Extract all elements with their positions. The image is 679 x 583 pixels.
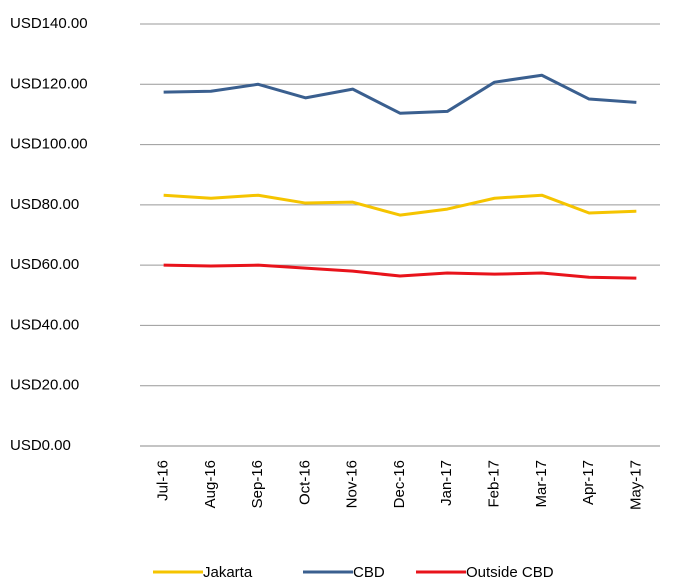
x-tick-label: Jul-16 (155, 460, 172, 501)
y-tick-label: USD100.00 (10, 136, 88, 153)
line-series (163, 193, 637, 217)
line-series (163, 263, 637, 280)
x-tick-label: May-17 (627, 460, 644, 510)
y-tick-label: USD120.00 (10, 75, 88, 92)
y-tick-label: USD80.00 (10, 196, 79, 213)
legend-label: Outside CBD (466, 564, 554, 581)
x-tick-label: Mar-17 (533, 460, 550, 508)
x-tick-label: Sep-16 (249, 460, 266, 508)
y-tick-label: USD140.00 (10, 15, 88, 32)
x-tick-label: Jan-17 (438, 460, 455, 506)
line-series (163, 73, 637, 115)
y-tick-label: USD0.00 (10, 437, 71, 454)
y-tick-label: USD40.00 (10, 316, 79, 333)
x-tick-label: Nov-16 (344, 460, 361, 508)
y-tick-label: USD20.00 (10, 377, 79, 394)
x-tick-label: Oct-16 (296, 460, 313, 505)
legend-label: CBD (353, 564, 385, 581)
x-tick-label: Aug-16 (202, 460, 219, 508)
x-tick-label: Dec-16 (391, 460, 408, 508)
x-tick-label: Feb-17 (486, 460, 503, 508)
legend-label: Jakarta (203, 564, 253, 581)
y-tick-label: USD60.00 (10, 256, 79, 273)
x-tick-label: Apr-17 (580, 460, 597, 505)
